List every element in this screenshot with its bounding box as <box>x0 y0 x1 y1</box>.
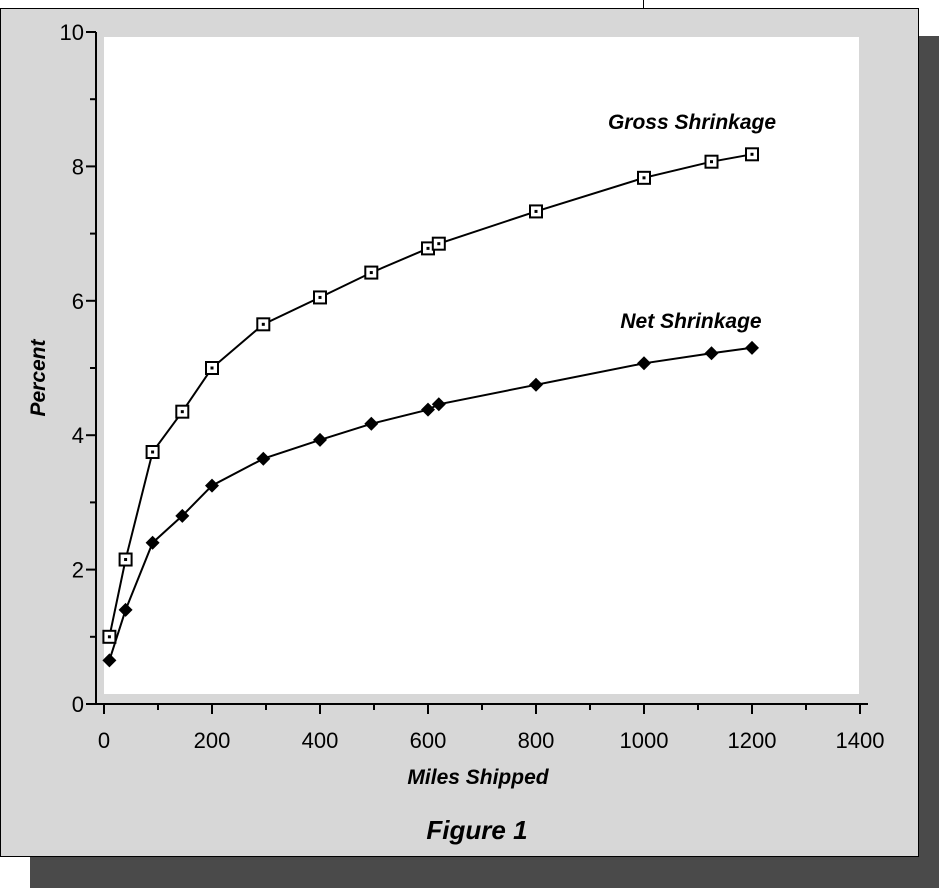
y-tick-label: 2 <box>72 558 84 583</box>
data-point-gross-shrinkage <box>431 236 446 251</box>
figure-caption: Figure 1 <box>426 815 527 845</box>
series-label-gross-shrinkage: Gross Shrinkage <box>608 111 776 134</box>
x-tick-label: 400 <box>302 728 339 753</box>
data-point-net-shrinkage <box>745 340 759 355</box>
data-point-gross-shrinkage <box>102 629 117 644</box>
x-tick-label: 1400 <box>836 728 885 753</box>
data-point-net-shrinkage <box>256 451 271 466</box>
data-point-net-shrinkage <box>102 653 117 668</box>
data-point-net-shrinkage <box>421 402 435 417</box>
data-point-gross-shrinkage <box>529 204 543 219</box>
series-net-shrinkage <box>102 340 759 668</box>
data-point-gross-shrinkage <box>175 404 190 419</box>
data-point-gross-shrinkage <box>364 265 379 280</box>
data-point-gross-shrinkage <box>118 552 133 567</box>
plot-area <box>104 37 859 694</box>
data-point-net-shrinkage <box>529 377 543 392</box>
data-point-gross-shrinkage <box>745 147 759 162</box>
x-tick-label: 200 <box>194 728 231 753</box>
data-point-net-shrinkage <box>313 432 327 447</box>
data-point-gross-shrinkage <box>256 317 271 332</box>
x-tick-label: 1200 <box>728 728 777 753</box>
data-point-net-shrinkage <box>704 346 719 361</box>
series-line-net-shrinkage <box>108 346 753 661</box>
tick-labels: 0 200 400 600 800 1000 1200 1400 0 2 4 6 8 10 <box>60 20 885 753</box>
data-point-net-shrinkage <box>118 602 133 617</box>
y-tick-label: 10 <box>60 20 84 45</box>
series-gross-shrinkage <box>102 147 759 644</box>
axis-ticks <box>86 31 861 714</box>
data-point-gross-shrinkage <box>637 170 651 185</box>
x-tick-label: 800 <box>518 728 555 753</box>
x-tick-label: 1000 <box>620 728 669 753</box>
data-point-net-shrinkage <box>205 478 219 493</box>
y-tick-label: 4 <box>72 423 84 448</box>
y-tick-label: 8 <box>72 154 84 179</box>
x-tick-label: 600 <box>410 728 447 753</box>
data-point-net-shrinkage <box>145 535 160 550</box>
y-axis-title: Percent <box>27 338 50 416</box>
data-point-net-shrinkage <box>364 416 379 431</box>
data-point-net-shrinkage <box>175 508 190 523</box>
data-point-net-shrinkage <box>637 356 651 371</box>
series-label-net-shrinkage: Net Shrinkage <box>620 310 762 333</box>
data-point-gross-shrinkage <box>205 361 219 375</box>
x-axis-title: Miles Shipped <box>407 766 549 789</box>
data-point-net-shrinkage <box>431 397 446 412</box>
y-tick-label: 6 <box>72 289 84 314</box>
x-tick-label: 0 <box>98 728 110 753</box>
data-point-gross-shrinkage <box>145 445 160 459</box>
data-point-gross-shrinkage <box>704 154 719 169</box>
y-tick-label: 0 <box>72 692 84 717</box>
data-point-gross-shrinkage <box>313 290 327 305</box>
series-layer <box>102 147 759 668</box>
